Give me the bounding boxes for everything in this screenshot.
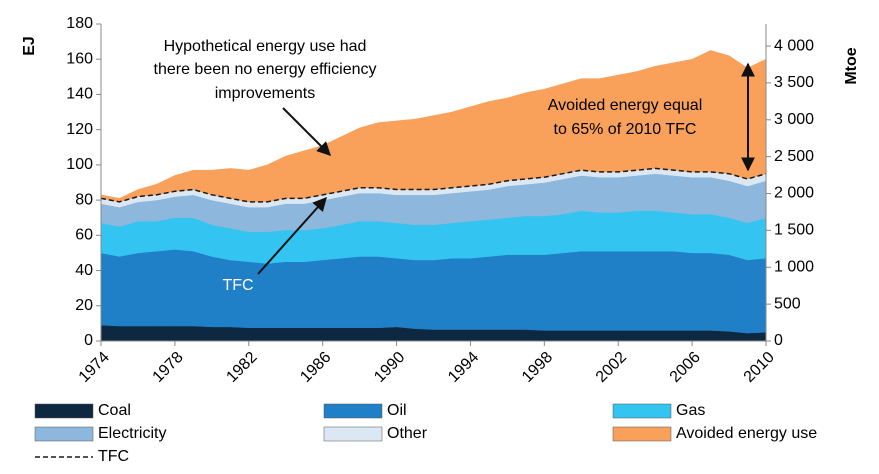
area	[100, 249, 767, 334]
x-tick-label: 1990	[371, 349, 408, 386]
annotation: there been no energy efficiency	[154, 61, 377, 78]
y-tick-label: 120	[66, 121, 93, 138]
x-tick-label: 2006	[667, 349, 704, 386]
y2-tick-label: 3 000	[774, 111, 814, 128]
legend-swatch	[323, 426, 383, 442]
y-tick-label: 180	[66, 15, 93, 32]
y2-tick-label: 4 000	[774, 37, 814, 54]
y-tick-label: 60	[75, 227, 93, 244]
legend-swatch	[612, 426, 672, 442]
y2-tick-label: 2 500	[774, 148, 814, 165]
y2-tick-label: 0	[774, 332, 783, 349]
annotation: improvements	[215, 85, 315, 102]
x-tick-label: 1986	[297, 349, 334, 386]
y2-tick-label: 500	[774, 295, 801, 312]
y-tick-label: 160	[66, 50, 93, 67]
y-tick-label: 100	[66, 156, 93, 173]
arrow	[257, 196, 327, 275]
annotation: Hypothetical energy use had	[164, 38, 367, 55]
annotation: TFC	[222, 277, 253, 294]
y-tick-label: 20	[75, 297, 93, 314]
legend-label: Avoided energy use	[676, 425, 817, 442]
line	[100, 167, 767, 203]
arrow	[282, 107, 331, 156]
legend-label: Electricity	[98, 425, 166, 442]
y2-tick-label: 2 000	[774, 185, 814, 202]
x-tick-label: 1978	[150, 349, 187, 386]
legend-label: Coal	[98, 402, 131, 419]
x-tick-label: 2002	[593, 349, 630, 386]
legend-swatch	[323, 403, 383, 419]
y-tick-label: 80	[75, 191, 93, 208]
annotation: to 65% of 2010 TFC	[554, 121, 697, 138]
y-tick-label: 140	[66, 86, 93, 103]
legend-label: Other	[387, 425, 428, 442]
legend-swatch	[34, 426, 94, 442]
x-tick-label: 1994	[445, 349, 482, 386]
legend-label: Oil	[387, 402, 407, 419]
y2-tick-label: 1 500	[774, 222, 814, 239]
x-tick-label: 1998	[519, 349, 556, 386]
legend-swatch	[612, 403, 672, 419]
x-tick-label: 1982	[223, 349, 260, 386]
x-tick-label: 2010	[741, 349, 778, 386]
y-axis-label: EJ	[21, 36, 38, 56]
y-tick-label: 0	[84, 332, 93, 349]
y2-tick-label: 1 000	[774, 258, 814, 275]
x-tick-label: 1974	[76, 349, 113, 386]
y-tick-label: 40	[75, 262, 93, 279]
legend-label: Gas	[676, 402, 705, 419]
legend-label: TFC	[98, 448, 129, 465]
legend-swatch	[34, 403, 94, 419]
annotation: Avoided energy equal	[548, 97, 703, 114]
y2-tick-label: 3 500	[774, 74, 814, 91]
y2-axis-label: Mtoe	[843, 47, 860, 84]
